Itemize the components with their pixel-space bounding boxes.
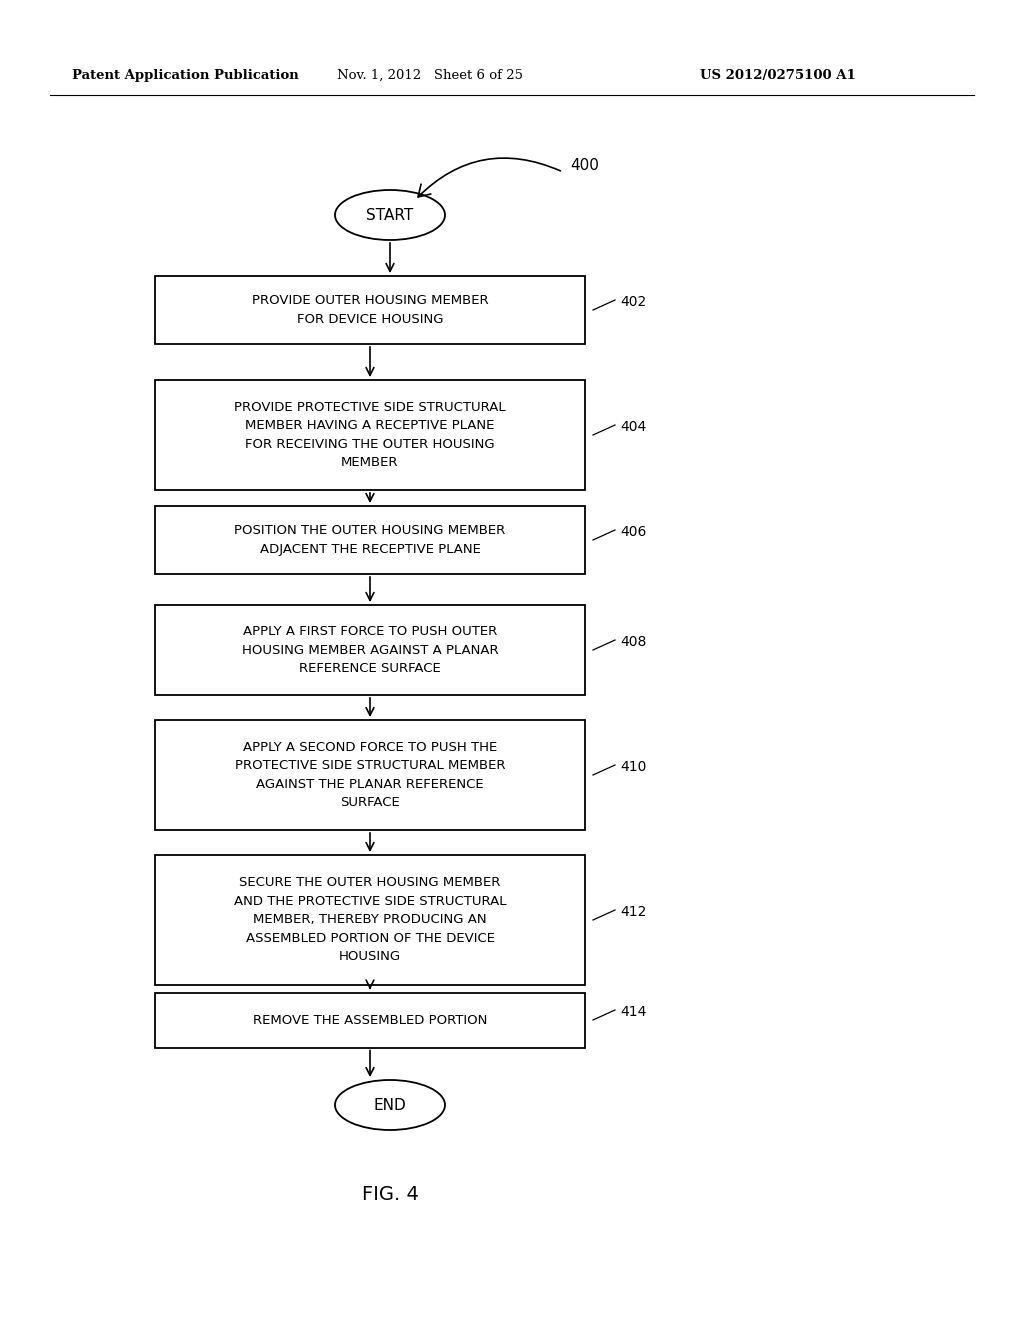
Bar (155, 276, 585, 345)
Text: POSITION THE OUTER HOUSING MEMBER
ADJACENT THE RECEPTIVE PLANE: POSITION THE OUTER HOUSING MEMBER ADJACE… (234, 524, 506, 556)
Text: PROVIDE OUTER HOUSING MEMBER
FOR DEVICE HOUSING: PROVIDE OUTER HOUSING MEMBER FOR DEVICE … (252, 294, 488, 326)
Text: Nov. 1, 2012   Sheet 6 of 25: Nov. 1, 2012 Sheet 6 of 25 (337, 69, 523, 82)
Text: 404: 404 (620, 420, 646, 434)
Text: APPLY A SECOND FORCE TO PUSH THE
PROTECTIVE SIDE STRUCTURAL MEMBER
AGAINST THE P: APPLY A SECOND FORCE TO PUSH THE PROTECT… (234, 741, 505, 809)
Text: 408: 408 (620, 635, 646, 649)
Bar (155, 855, 585, 985)
Bar (155, 380, 585, 490)
Bar (155, 605, 585, 696)
Text: APPLY A FIRST FORCE TO PUSH OUTER
HOUSING MEMBER AGAINST A PLANAR
REFERENCE SURF: APPLY A FIRST FORCE TO PUSH OUTER HOUSIN… (242, 624, 499, 675)
Text: START: START (367, 207, 414, 223)
FancyArrowPatch shape (418, 158, 560, 197)
Text: SECURE THE OUTER HOUSING MEMBER
AND THE PROTECTIVE SIDE STRUCTURAL
MEMBER, THERE: SECURE THE OUTER HOUSING MEMBER AND THE … (233, 876, 506, 964)
Text: US 2012/0275100 A1: US 2012/0275100 A1 (700, 69, 856, 82)
Text: FIG. 4: FIG. 4 (361, 1185, 419, 1204)
Text: PROVIDE PROTECTIVE SIDE STRUCTURAL
MEMBER HAVING A RECEPTIVE PLANE
FOR RECEIVING: PROVIDE PROTECTIVE SIDE STRUCTURAL MEMBE… (234, 401, 506, 469)
Text: END: END (374, 1097, 407, 1113)
Text: REMOVE THE ASSEMBLED PORTION: REMOVE THE ASSEMBLED PORTION (253, 1014, 487, 1027)
Ellipse shape (335, 1080, 445, 1130)
Bar (155, 719, 585, 830)
Text: 412: 412 (620, 906, 646, 919)
Text: 406: 406 (620, 525, 646, 539)
Text: 400: 400 (570, 157, 599, 173)
Bar (155, 506, 585, 574)
Text: Patent Application Publication: Patent Application Publication (72, 69, 299, 82)
Ellipse shape (335, 190, 445, 240)
Text: 402: 402 (620, 294, 646, 309)
Text: 410: 410 (620, 760, 646, 774)
Bar (155, 993, 585, 1048)
Text: 414: 414 (620, 1005, 646, 1019)
